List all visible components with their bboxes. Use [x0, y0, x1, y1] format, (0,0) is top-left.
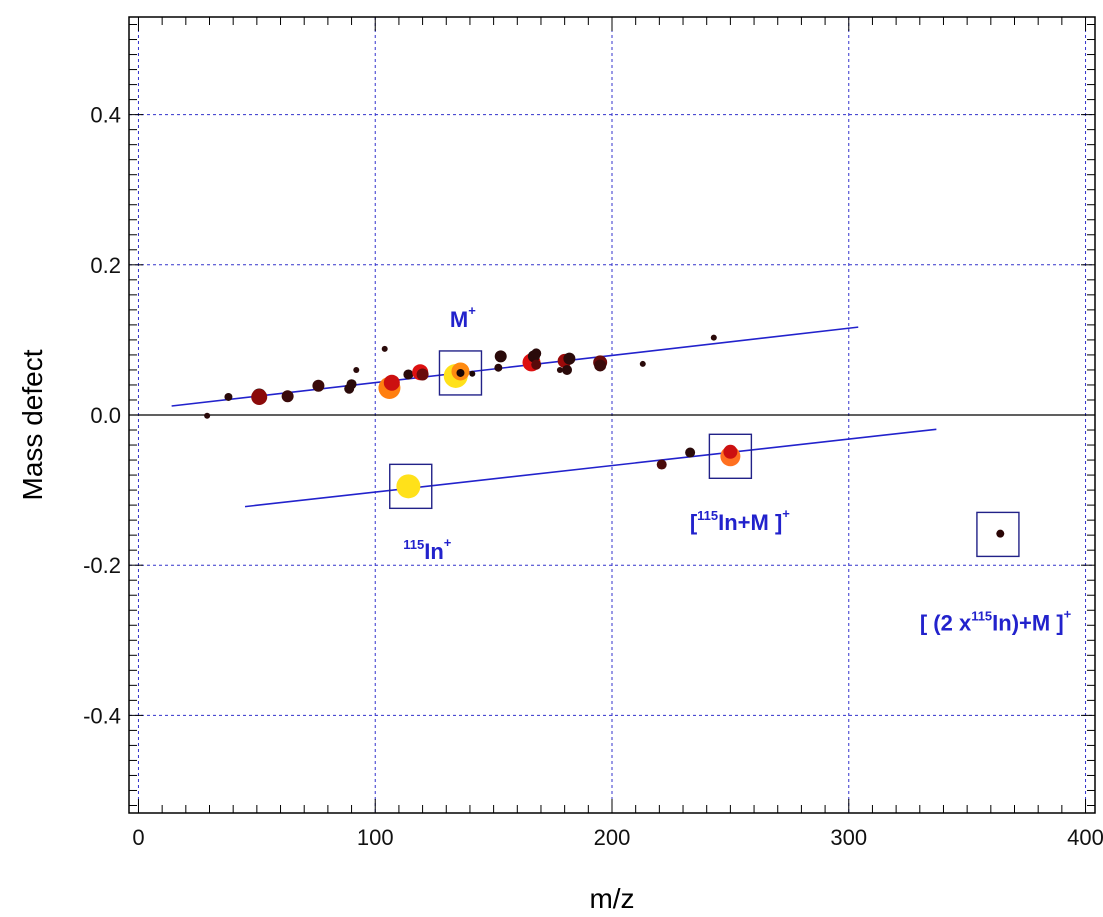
x-tick-label: 300 [830, 825, 867, 850]
data-points [204, 334, 1005, 538]
data-point [656, 459, 667, 470]
data-point [204, 412, 211, 419]
data-point [403, 369, 414, 380]
annotations: M+115In+[115In+M ]+[ (2 x115In)+M ]+ [403, 303, 1071, 635]
y-axis-title: Mass defect [17, 349, 48, 500]
data-point [723, 444, 738, 459]
data-point [531, 359, 542, 370]
data-point [685, 447, 696, 458]
y-tick-label: -0.2 [83, 553, 121, 578]
data-point [381, 345, 388, 352]
data-point [710, 334, 717, 341]
annotation-label: 115In+ [403, 535, 452, 564]
data-point [556, 366, 563, 373]
annotation-charge-sup: + [468, 303, 476, 318]
data-point [353, 366, 360, 373]
x-tick-label: 200 [594, 825, 631, 850]
data-point [281, 390, 294, 403]
data-point [383, 374, 400, 391]
y-tick-label: 0.0 [90, 403, 121, 428]
annotation-text: In [424, 539, 444, 564]
data-point [494, 350, 507, 363]
data-point [996, 529, 1005, 538]
data-point [594, 359, 607, 372]
data-point [224, 392, 233, 401]
data-point [346, 379, 357, 390]
annotation-text-2: In)+M ] [992, 611, 1064, 636]
y-tick-label: -0.4 [83, 703, 121, 728]
annotation-text-2: In+M ] [718, 510, 782, 535]
y-tick-label: 0.4 [90, 103, 121, 128]
highlight-box [438, 350, 483, 396]
data-point [531, 348, 542, 359]
x-tick-label: 400 [1067, 825, 1103, 850]
annotation-charge-sup: + [782, 506, 790, 521]
data-point [639, 360, 646, 367]
annotation-text: M [450, 307, 468, 332]
data-point [312, 379, 325, 392]
y-tick-label: 0.2 [90, 253, 121, 278]
data-point [469, 370, 476, 377]
x-tick-label: 0 [132, 825, 144, 850]
data-point [494, 363, 503, 372]
x-tick-label: 100 [357, 825, 394, 850]
annotation-text: [ (2 x [920, 611, 972, 636]
annotation-label: [ (2 x115In)+M ]+ [920, 607, 1072, 636]
data-point [251, 388, 268, 405]
annotation-text: [ [690, 510, 698, 535]
tick-labels: 0 100 200 300 400 0.4 0.2 0.0 -0.2 -0.4 [83, 103, 1103, 850]
data-point [416, 368, 429, 381]
x-axis-title: m/z [589, 883, 634, 914]
annotation-label: [115In+M ]+ [690, 506, 790, 535]
data-point [562, 364, 573, 375]
annotation-label: M+ [450, 303, 476, 332]
fit-lines [171, 326, 937, 508]
annotation-isotope-sup: 115 [403, 537, 424, 552]
annotation-isotope-sup: 115 [697, 508, 718, 523]
highlight-box [389, 463, 433, 510]
plot-frame [128, 16, 1096, 814]
annotation-charge-sup: + [444, 535, 452, 550]
annotation-charge-sup: + [1064, 607, 1072, 622]
data-point [456, 368, 465, 377]
data-point [396, 474, 421, 499]
annotation-isotope-sup: 115 [971, 609, 992, 624]
data-point [563, 352, 576, 365]
fit-line [171, 326, 859, 407]
highlight-box [976, 511, 1020, 558]
fit-line [244, 428, 937, 508]
highlight-box [708, 433, 753, 480]
highlight-boxes [389, 350, 1020, 558]
